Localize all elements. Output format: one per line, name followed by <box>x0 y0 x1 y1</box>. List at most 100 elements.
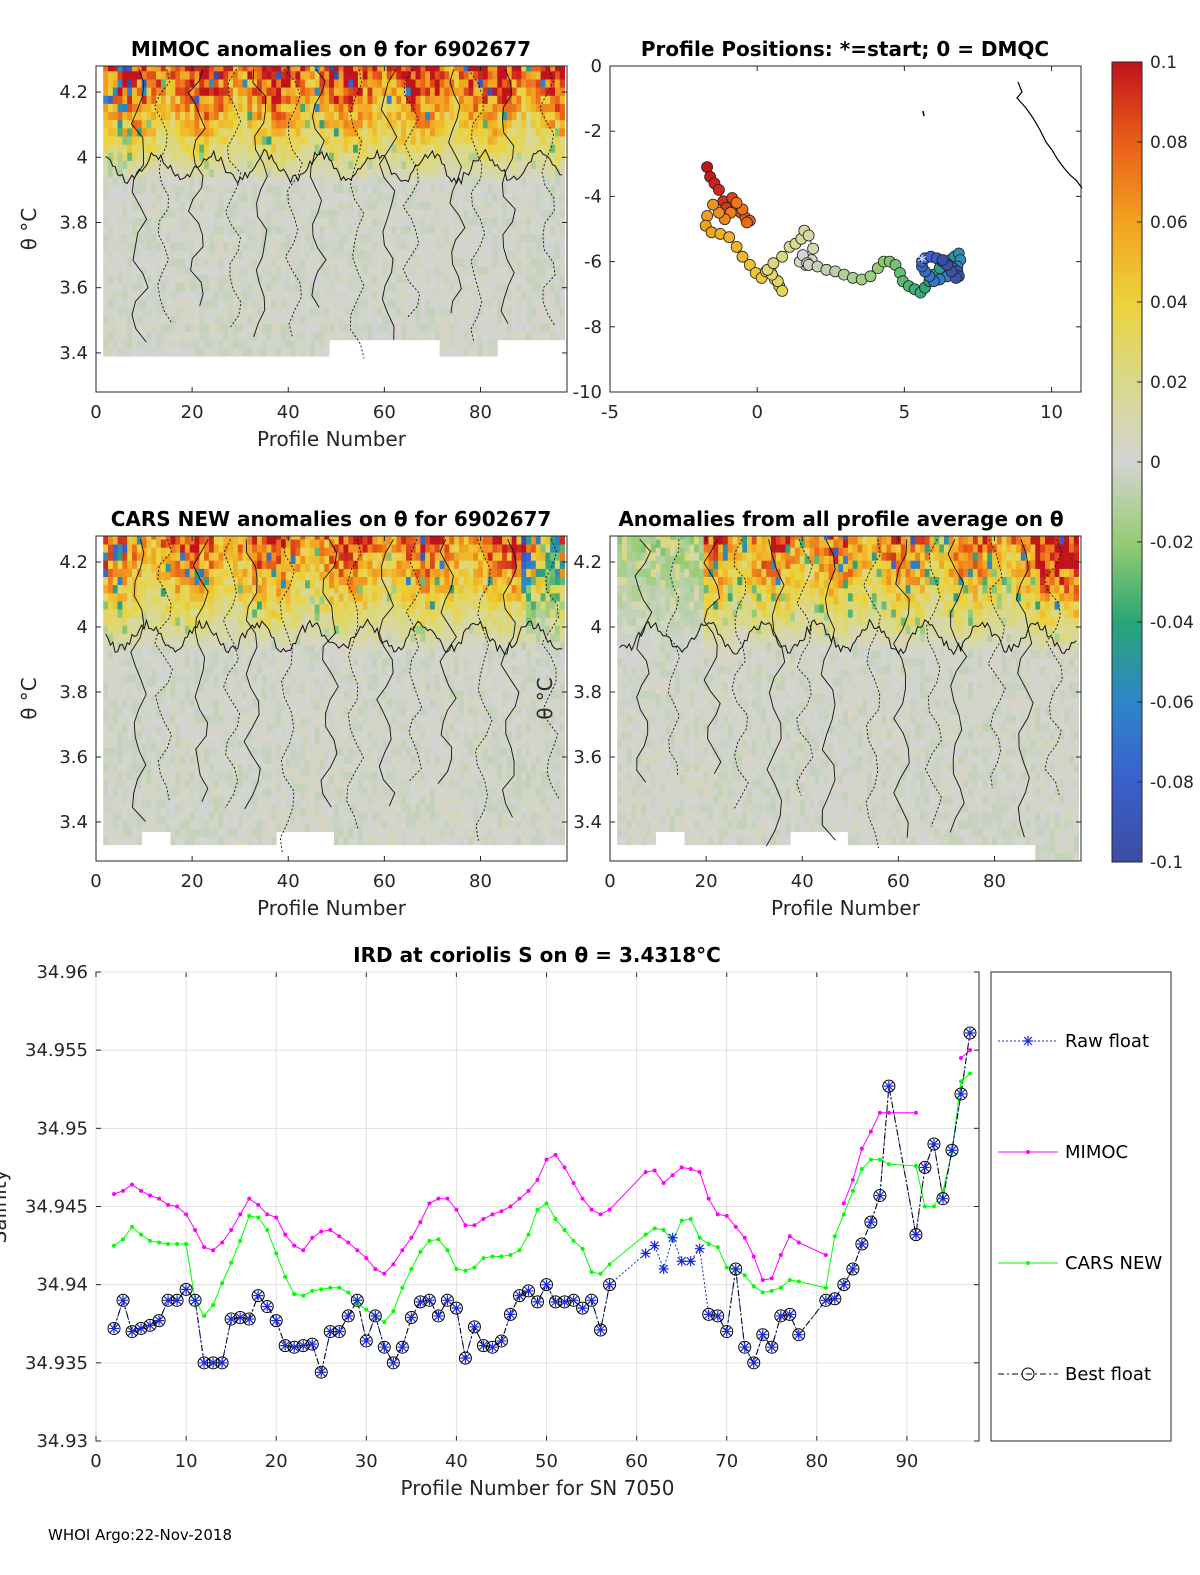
point-raw-float <box>136 1323 147 1334</box>
heatmap-cells <box>103 536 565 846</box>
point-mimoc <box>301 1248 306 1253</box>
point-best-float <box>107 1321 121 1335</box>
colorbar: 0.1 0.08 0.06 0.04 0.02 0 -0.02 -0.04 -0.06 -0.08… <box>1111 53 1194 873</box>
point-mimoc <box>706 1196 711 1201</box>
point-cars-new <box>643 1232 648 1237</box>
colorbar-tick-label: 0.04 <box>1150 293 1188 313</box>
point-raw-float <box>694 1243 705 1254</box>
y-tick-label: 4.2 <box>59 82 88 103</box>
point-cars-new <box>436 1237 441 1242</box>
y-tick-label: 34.955 <box>25 1040 88 1061</box>
x-tick-label: 10 <box>175 1451 198 1472</box>
point-mimoc <box>121 1188 126 1193</box>
x-tick-label: 40 <box>277 871 300 892</box>
x-tick-label: 40 <box>791 871 814 892</box>
point-raw-float <box>199 1357 210 1368</box>
legend-entry-label: MIMOC <box>1065 1142 1128 1163</box>
x-tick-label: 20 <box>181 402 204 423</box>
profile-position-point <box>707 198 719 211</box>
point-mimoc <box>247 1196 252 1201</box>
point-mimoc <box>355 1248 360 1253</box>
contour-lines <box>105 539 563 854</box>
y-tick-label: 34.96 <box>36 962 88 983</box>
colorbar-tick-label: -0.06 <box>1150 693 1194 713</box>
point-cars-new <box>310 1288 315 1293</box>
point-best-float <box>729 1262 743 1276</box>
point-best-float <box>828 1292 842 1306</box>
point-best-float <box>395 1340 409 1354</box>
point-mimoc <box>796 1240 801 1245</box>
point-best-float <box>332 1325 346 1339</box>
point-mimoc <box>859 1146 864 1151</box>
point-raw-float <box>748 1357 759 1368</box>
point-mimoc <box>319 1229 324 1234</box>
y-tick-label: 3.6 <box>573 747 602 768</box>
point-mimoc <box>661 1181 666 1186</box>
series-line-best-float <box>113 1032 971 1375</box>
point-best-float <box>305 1337 319 1351</box>
y-tick-label: 3.4 <box>59 812 88 833</box>
point-cars-new <box>265 1227 270 1232</box>
point-cars-new <box>229 1260 234 1265</box>
point-mimoc <box>526 1188 531 1193</box>
point-raw-float <box>865 1217 876 1228</box>
point-raw-float <box>244 1314 255 1325</box>
point-mimoc <box>715 1212 720 1217</box>
point-cars-new <box>931 1204 936 1209</box>
contour-lines <box>105 69 563 359</box>
point-best-float <box>116 1293 130 1307</box>
point-best-float <box>603 1278 617 1292</box>
point-cars-new <box>913 1163 918 1168</box>
point-cars-new <box>130 1224 135 1229</box>
point-raw-float <box>946 1145 957 1156</box>
point-mimoc <box>409 1235 414 1240</box>
y-tick-label: 4 <box>591 617 602 638</box>
point-raw-float <box>343 1310 354 1321</box>
point-raw-float <box>109 1323 120 1334</box>
point-best-float <box>458 1351 472 1365</box>
point-raw-float <box>451 1303 462 1314</box>
y-tick-label: 4.2 <box>59 552 88 573</box>
point-mimoc <box>688 1166 693 1171</box>
point-mimoc <box>139 1188 144 1193</box>
point-best-float <box>233 1310 247 1324</box>
chart-title: Anomalies from all profile average on θ <box>618 507 1063 531</box>
point-cars-new <box>238 1238 243 1243</box>
point-cars-new <box>481 1256 486 1261</box>
point-best-float <box>296 1339 310 1353</box>
point-cars-new <box>688 1217 693 1222</box>
point-raw-float <box>568 1295 579 1306</box>
point-raw-float <box>154 1315 165 1326</box>
y-tick-label: 3.6 <box>59 747 88 768</box>
point-raw-float <box>298 1340 309 1351</box>
point-mimoc <box>850 1177 855 1182</box>
point-raw-float <box>172 1295 183 1306</box>
axes-frame <box>95 535 568 862</box>
point-mimoc <box>778 1252 783 1257</box>
point-raw-float <box>442 1295 453 1306</box>
y-tick-label: 3.8 <box>573 682 602 703</box>
point-cars-new <box>382 1320 387 1325</box>
point-mimoc <box>328 1227 333 1232</box>
point-mimoc <box>553 1152 558 1157</box>
point-mimoc <box>337 1234 342 1239</box>
chart-title: IRD at coriolis S on θ = 3.4318°C <box>353 943 721 967</box>
point-cars-new <box>301 1293 306 1298</box>
point-mimoc <box>256 1202 261 1207</box>
cars-heatmap-panel: CARS NEW anomalies on θ for 6902677 0 20 40… <box>17 507 568 920</box>
profile-position-point <box>776 250 789 263</box>
point-mimoc <box>517 1196 522 1201</box>
y-tick-label: 0 <box>591 56 602 77</box>
point-best-float <box>404 1310 418 1324</box>
point-raw-float <box>712 1310 723 1321</box>
point-mimoc <box>697 1170 702 1175</box>
point-raw-float <box>460 1353 471 1364</box>
x-tick-label: 0 <box>751 402 762 423</box>
colorbar-tick-label: 0.02 <box>1150 373 1188 393</box>
point-mimoc <box>490 1212 495 1217</box>
point-cars-new <box>553 1217 558 1222</box>
point-best-float <box>197 1356 211 1370</box>
x-tick-label: 70 <box>715 1451 738 1472</box>
point-cars-new <box>400 1285 405 1290</box>
